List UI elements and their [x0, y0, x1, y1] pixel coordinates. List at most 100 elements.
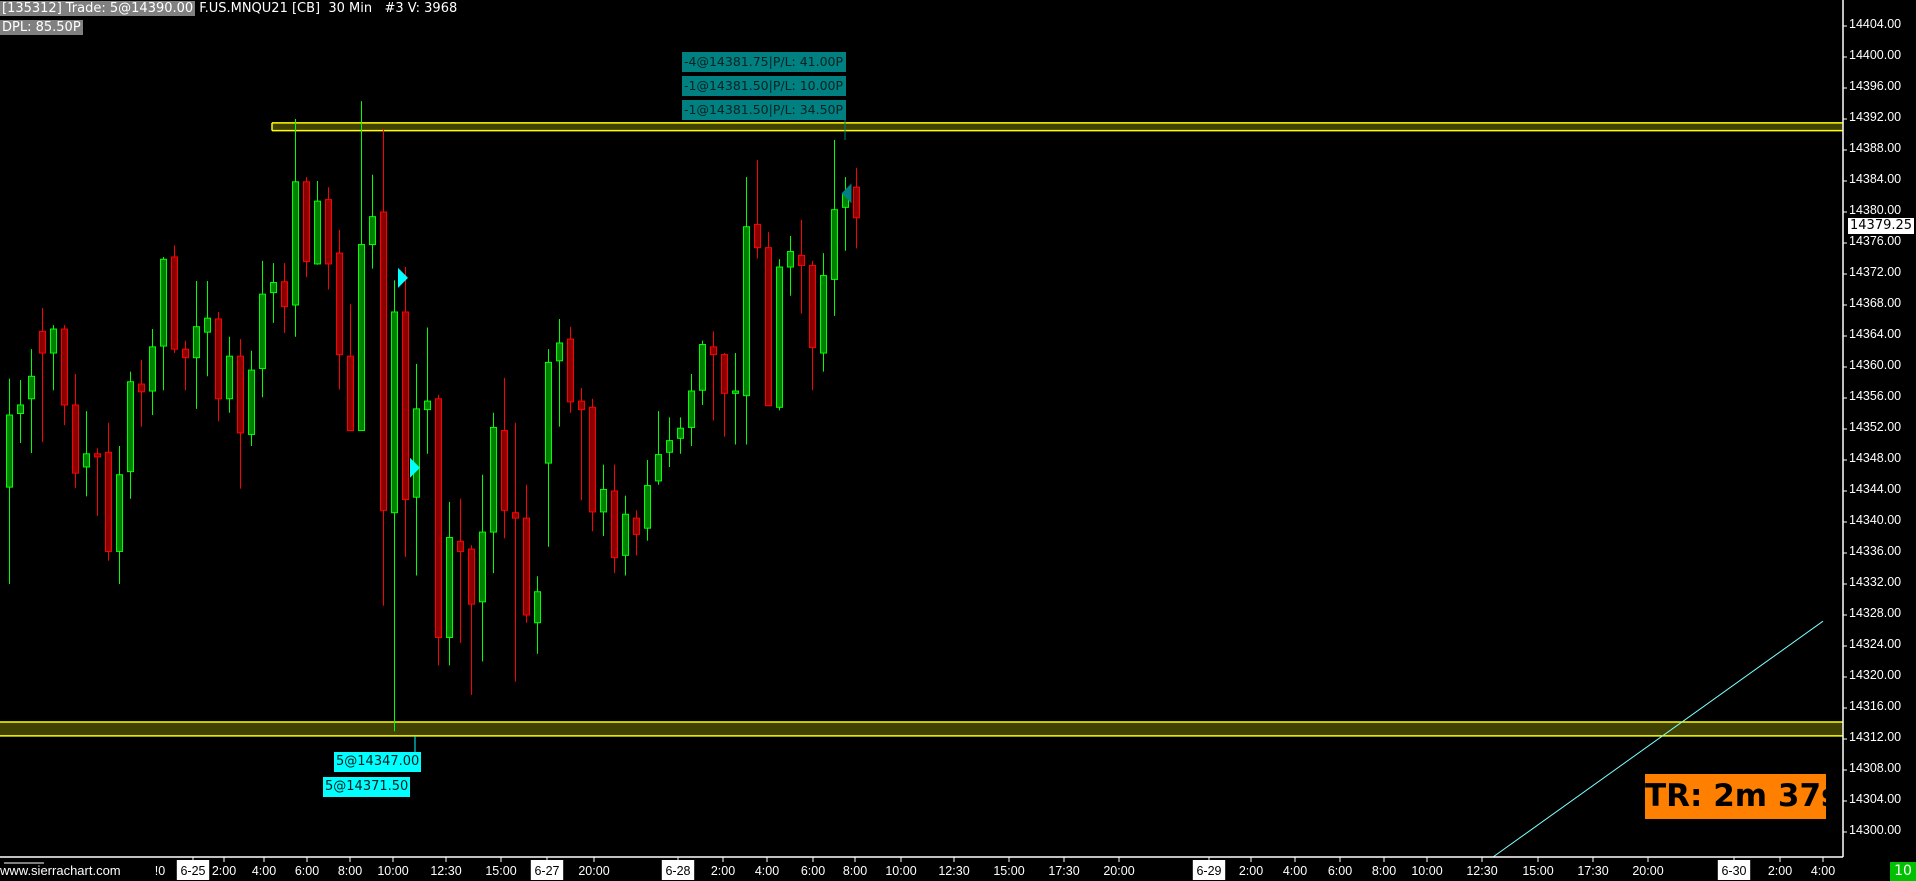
candle-down [336, 229, 343, 390]
candle-body [160, 258, 167, 347]
price-axis[interactable]: 14404.00 14400.00 14396.00 14392.00 14388.00… [1842, 0, 1901, 857]
time-tick-label: 6-29 [1196, 864, 1221, 878]
candle-down [589, 398, 596, 532]
price-tick-label: 14332.00 [1849, 575, 1901, 589]
candle-up [688, 373, 695, 447]
time-tick-label: 6-30 [1721, 864, 1746, 878]
candle-body [347, 355, 354, 432]
candle-body [424, 400, 431, 411]
candle-body [721, 354, 728, 394]
time-tick-label: 15:00 [485, 864, 516, 878]
watermark: www.sierrachart.com [0, 863, 121, 878]
order-label[interactable]: -1@14381.50|P/L: 10.00P [682, 76, 846, 96]
time-tick-label: 20:00 [1632, 864, 1663, 878]
candle-body [369, 216, 376, 246]
candle-body [600, 488, 607, 513]
candle-body [50, 328, 57, 354]
price-tick-label: 14300.00 [1849, 823, 1901, 837]
candle-body [776, 266, 783, 408]
time-tick-label: !0 [155, 864, 165, 878]
candle-up [831, 139, 838, 316]
daily-profit-loss: DPL: 85.50P [0, 20, 83, 35]
candle-up [622, 495, 629, 576]
candle-body [688, 390, 695, 428]
candle-up [655, 411, 662, 485]
support-zone[interactable] [0, 721, 1843, 736]
candle-up [545, 349, 552, 547]
candle-body [402, 311, 409, 501]
candle-up [149, 329, 156, 416]
candle-down [138, 360, 145, 427]
resistance-zone[interactable] [272, 122, 1843, 131]
candle-body [523, 517, 530, 616]
candle-body [380, 211, 387, 511]
price-tick-label: 14364.00 [1849, 327, 1901, 341]
candle-body [358, 244, 365, 432]
price-tick-label: 14328.00 [1849, 606, 1901, 620]
time-tick-label: 2:00 [1239, 864, 1263, 878]
candle-body [6, 414, 13, 488]
candle-up [50, 325, 57, 391]
price-tick-label: 14380.00 [1849, 203, 1901, 217]
candle-body [853, 186, 860, 219]
time-tick-label: 4:00 [1283, 864, 1307, 878]
time-tick-label: 6:00 [1328, 864, 1352, 878]
candle-body [446, 537, 453, 638]
candle-body [94, 453, 101, 458]
candle-down [61, 325, 68, 426]
candle-down [633, 510, 640, 556]
candle-up [160, 256, 167, 391]
time-tick-label: 2:00 [212, 864, 236, 878]
price-tick-label: 14396.00 [1849, 79, 1901, 93]
candle-body [622, 513, 629, 556]
dpl-row: DPL: 85.50P [0, 19, 83, 37]
candle-down [512, 422, 519, 682]
candle-down [325, 187, 332, 290]
candle-up [490, 412, 497, 574]
candle-body [303, 181, 310, 263]
time-tick-label: 2:00 [711, 864, 735, 878]
time-tick-label: 6:00 [801, 864, 825, 878]
candle-up [369, 174, 376, 269]
candle-body [743, 226, 750, 397]
candle-body [292, 181, 299, 306]
candle-body [490, 426, 497, 533]
candle-up [127, 371, 134, 499]
order-label[interactable]: -1@14381.50|P/L: 34.50P [682, 100, 846, 120]
chart-header: [135312] Trade: 5@14390.00 F.US.MNQU21 [CB… [0, 0, 457, 18]
candle-up [248, 350, 255, 447]
candle-body [138, 383, 145, 393]
zones [0, 122, 1843, 737]
candles [6, 101, 860, 732]
candle-body [182, 348, 189, 359]
candle-body [171, 256, 178, 350]
candle-up [732, 353, 739, 445]
candle-body [732, 390, 739, 394]
time-tick-label: 6-27 [534, 864, 559, 878]
candle-body [512, 512, 519, 519]
time-tick-label: 10:00 [885, 864, 916, 878]
time-tick-label: 17:30 [1577, 864, 1608, 878]
candle-down [721, 353, 728, 437]
candle-up [17, 380, 24, 443]
price-tick-label: 14352.00 [1849, 420, 1901, 434]
candle-down [501, 377, 508, 539]
price-tick-label: 14344.00 [1849, 482, 1901, 496]
price-tick-label: 14320.00 [1849, 668, 1901, 682]
time-tick-label: 4:00 [1811, 864, 1835, 878]
candle-body [127, 381, 134, 473]
candle-down [809, 260, 816, 391]
candle-up [391, 280, 398, 732]
time-tick-label: 15:00 [993, 864, 1024, 878]
candle-up [193, 280, 200, 409]
order-label[interactable]: -4@14381.75|P/L: 41.00P [682, 52, 846, 72]
candle-down [182, 340, 189, 391]
candle-body [314, 200, 321, 265]
time-axis[interactable]: !0 6-25 2:00 4:00 6:00 8:00 10:00 12:30 15:00 6-2… [0, 856, 1843, 880]
candle-body [259, 293, 266, 370]
trendline[interactable] [1492, 620, 1824, 858]
price-tick-label: 14368.00 [1849, 296, 1901, 310]
candle-down [435, 394, 442, 666]
price-tick-label: 14384.00 [1849, 172, 1901, 186]
